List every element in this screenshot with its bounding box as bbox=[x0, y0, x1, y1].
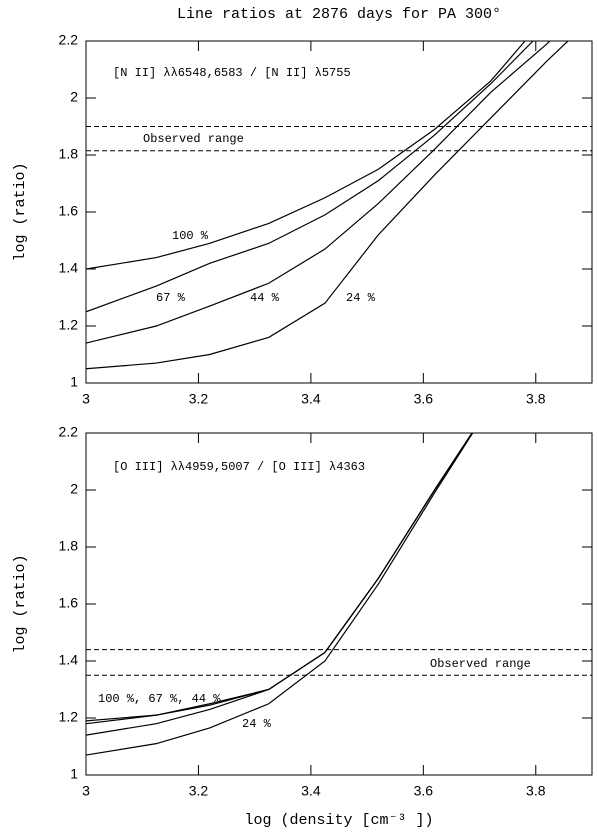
x-axis-label: log (density [cm⁻³ ]) bbox=[244, 812, 433, 829]
y-tick-label: 1.8 bbox=[59, 538, 79, 554]
x-tick-label: 3.4 bbox=[301, 391, 321, 407]
y-axis-label: log (ratio) bbox=[12, 162, 29, 261]
x-tick-label: 3.2 bbox=[189, 783, 209, 799]
curve bbox=[86, 433, 473, 722]
curve bbox=[86, 41, 551, 344]
curve-label: 24 % bbox=[346, 291, 376, 305]
x-tick-label: 3 bbox=[82, 783, 90, 799]
x-tick-label: 3.4 bbox=[301, 783, 321, 799]
y-tick-label: 1.8 bbox=[59, 146, 79, 162]
panel-label: [N II] λλ6548,6583 / [N II] λ5755 bbox=[113, 66, 351, 80]
x-tick-label: 3.8 bbox=[526, 391, 546, 407]
observed-range-label: Observed range bbox=[430, 657, 531, 671]
y-tick-label: 1 bbox=[70, 374, 78, 390]
y-tick-label: 2 bbox=[70, 89, 78, 105]
curve bbox=[86, 41, 569, 370]
panel-label: [O III] λλ4959,5007 / [O III] λ4363 bbox=[113, 460, 365, 474]
curve bbox=[86, 433, 473, 736]
x-tick-label: 3.6 bbox=[414, 391, 434, 407]
plot-frame bbox=[85, 432, 593, 776]
y-tick-label: 1.6 bbox=[59, 203, 79, 219]
x-tick-label: 3.2 bbox=[189, 391, 209, 407]
y-tick-label: 1.2 bbox=[59, 317, 79, 333]
y-tick-label: 2.2 bbox=[59, 424, 79, 440]
y-tick-label: 2.2 bbox=[59, 32, 79, 48]
chart-title: Line ratios at 2876 days for PA 300° bbox=[177, 6, 501, 23]
curve bbox=[86, 41, 534, 313]
curve bbox=[86, 41, 526, 270]
curve-label: 100 % bbox=[172, 229, 209, 243]
curve-label: 44 % bbox=[250, 291, 280, 305]
y-tick-label: 1.6 bbox=[59, 595, 79, 611]
y-tick-label: 1 bbox=[70, 766, 78, 782]
curve bbox=[86, 433, 474, 756]
observed-range-label: Observed range bbox=[143, 132, 244, 146]
y-tick-label: 1.4 bbox=[59, 260, 79, 276]
y-tick-label: 1.4 bbox=[59, 652, 79, 668]
curve-label: 100 %, 67 %, 44 % bbox=[98, 692, 221, 706]
x-tick-label: 3.8 bbox=[526, 783, 546, 799]
y-tick-label: 2 bbox=[70, 481, 78, 497]
y-axis-label: log (ratio) bbox=[12, 554, 29, 653]
curve-label: 24 % bbox=[242, 717, 272, 731]
x-tick-label: 3 bbox=[82, 391, 90, 407]
x-tick-label: 3.6 bbox=[414, 783, 434, 799]
plot-frame bbox=[85, 40, 593, 384]
y-tick-label: 1.2 bbox=[59, 709, 79, 725]
curve-label: 67 % bbox=[156, 291, 186, 305]
